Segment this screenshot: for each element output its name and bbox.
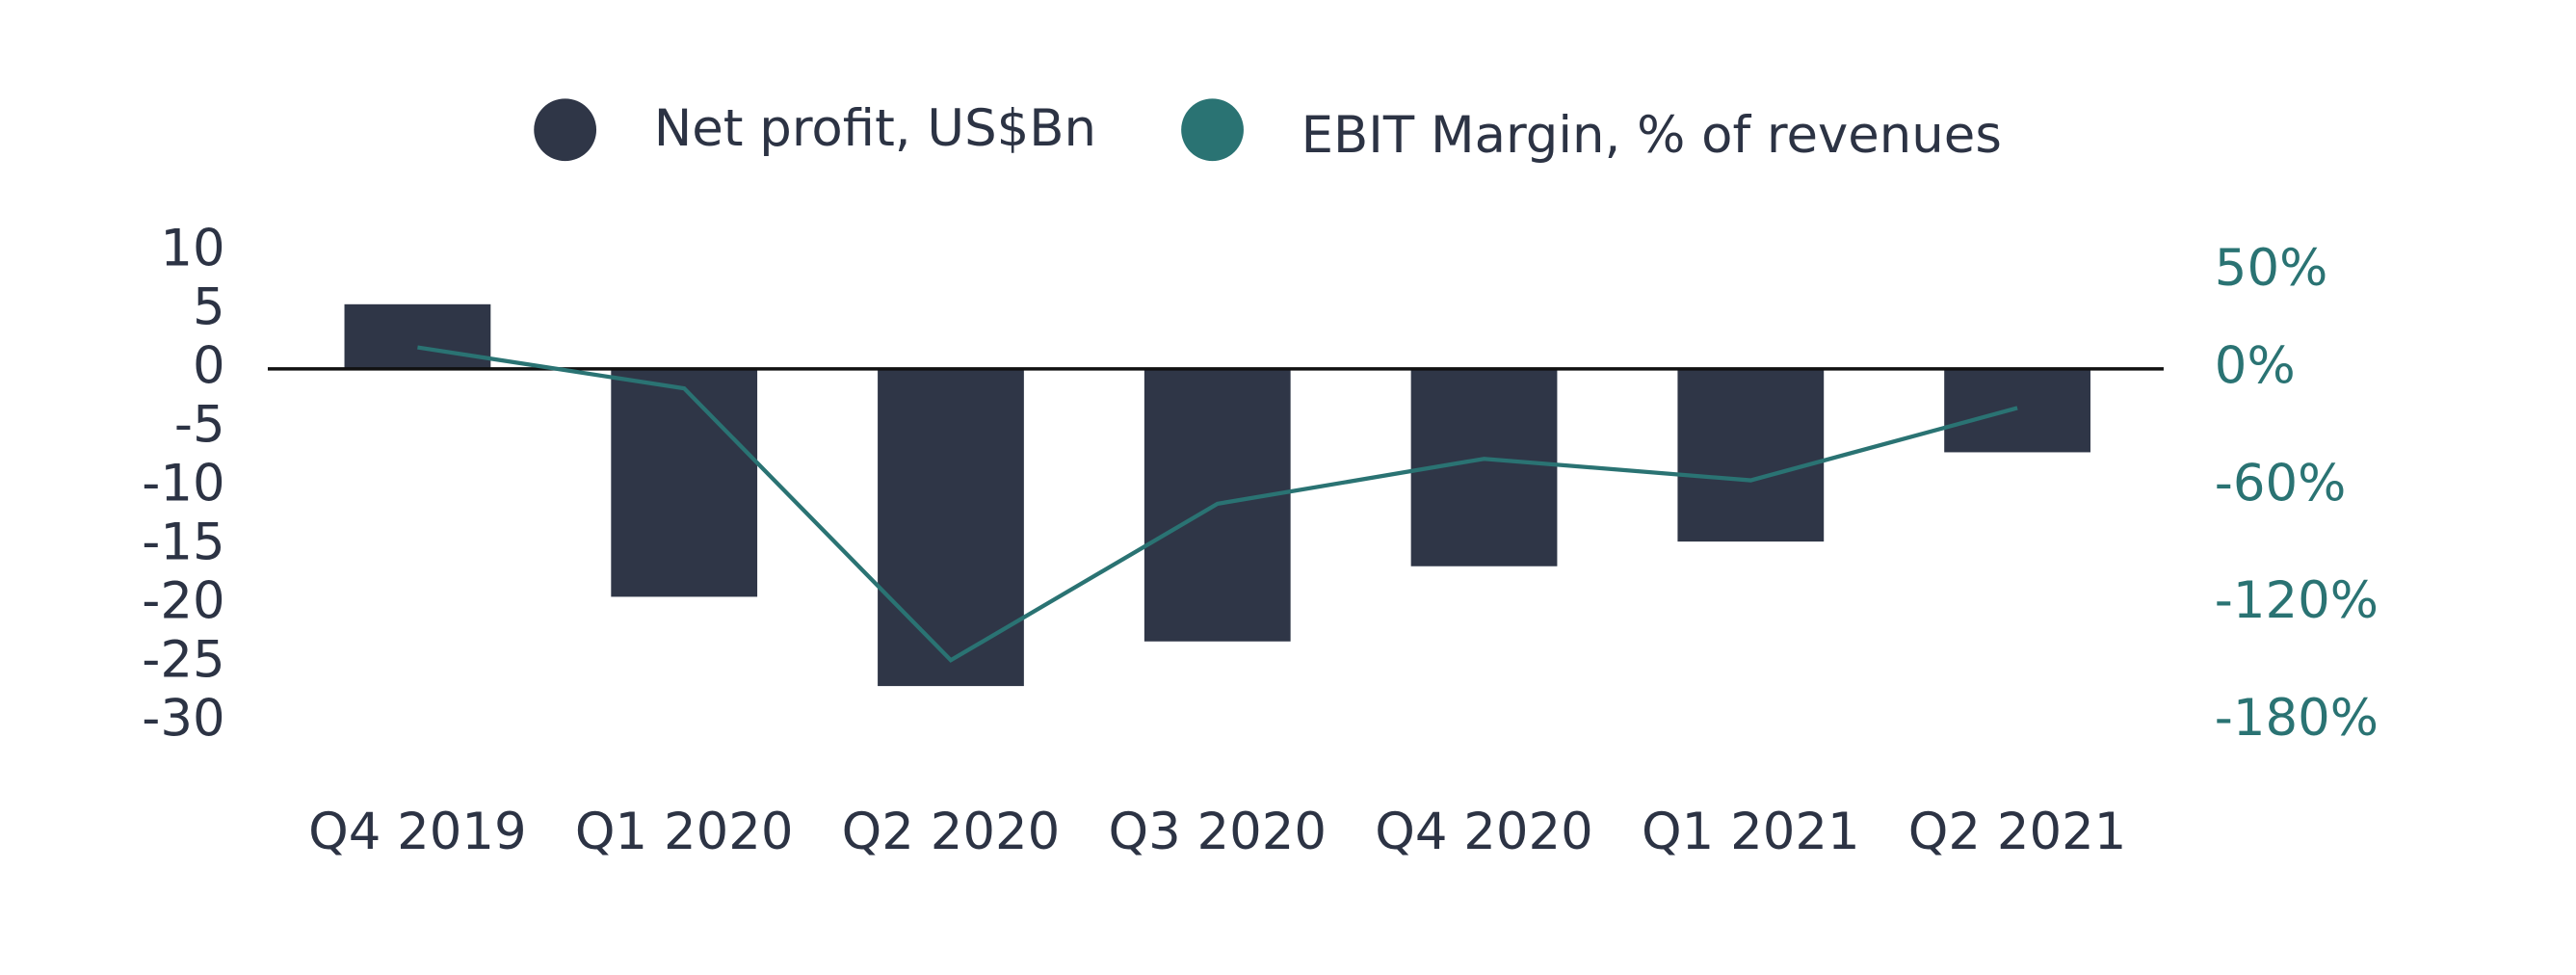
y-tick-label: 5 xyxy=(193,278,225,337)
legend-marker xyxy=(534,98,597,162)
bar xyxy=(1677,368,1825,542)
legend-marker xyxy=(1181,98,1244,162)
x-tick-label: Q2 2021 xyxy=(1908,803,2127,861)
legend-label: Net profit, US$Bn xyxy=(654,99,1096,158)
legend-label: EBIT Margin, % of revenues xyxy=(1301,106,2002,165)
x-tick-label: Q1 2021 xyxy=(1642,803,1860,861)
y-tick-label: -30 xyxy=(142,689,224,748)
bar xyxy=(878,368,1024,687)
y2-tick-label: -120% xyxy=(2215,571,2379,630)
y-tick-label: -5 xyxy=(174,395,225,454)
y-tick-label: -25 xyxy=(142,630,224,689)
x-tick-label: Q3 2020 xyxy=(1108,803,1327,861)
y-tick-label: -20 xyxy=(142,571,224,630)
bar xyxy=(344,303,491,369)
y2-tick-label: 0% xyxy=(2215,337,2296,396)
y-tick-label: 10 xyxy=(160,220,224,278)
bar xyxy=(611,368,758,597)
x-tick-label: Q1 2020 xyxy=(575,803,794,861)
y-tick-label: -15 xyxy=(142,513,224,571)
y-tick-label: -10 xyxy=(142,454,224,513)
y2-tick-label: 50% xyxy=(2215,239,2327,298)
y2-tick-label: -60% xyxy=(2215,454,2347,513)
y2-tick-label: -180% xyxy=(2215,689,2379,748)
x-tick-label: Q4 2019 xyxy=(308,803,527,861)
x-tick-label: Q4 2020 xyxy=(1375,803,1593,861)
bar xyxy=(1944,368,2090,453)
y-tick-label: 0 xyxy=(193,337,225,396)
line xyxy=(417,345,2018,663)
x-tick-label: Q2 2020 xyxy=(842,803,1061,861)
